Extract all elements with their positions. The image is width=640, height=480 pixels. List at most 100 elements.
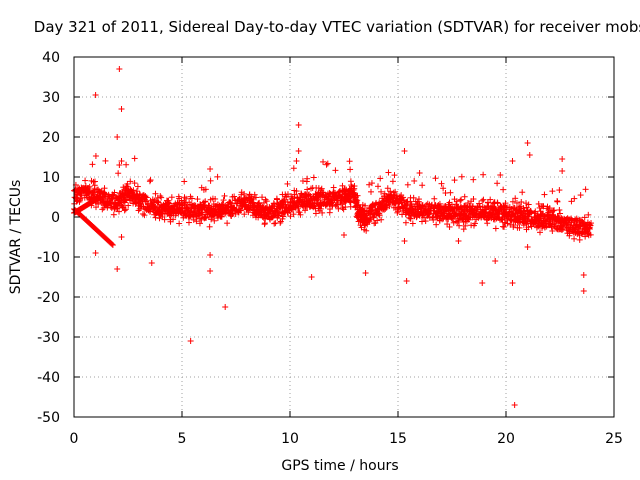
data-point (442, 190, 449, 196)
data-point (109, 242, 116, 248)
data-point (148, 260, 155, 266)
data-point (96, 194, 103, 200)
data-point (451, 177, 458, 184)
data-point (222, 304, 229, 310)
data-point (212, 195, 219, 202)
data-point (479, 197, 486, 204)
data-point (116, 208, 123, 215)
y-tick-label: 0 (51, 210, 60, 226)
data-point (158, 194, 165, 201)
data-point (460, 226, 467, 233)
data-point (470, 176, 477, 183)
data-point (207, 177, 214, 184)
data-point (118, 106, 125, 112)
data-point (497, 172, 504, 179)
data-point (433, 221, 440, 228)
data-point (147, 177, 154, 184)
data-point (502, 200, 509, 207)
data-point (319, 209, 326, 216)
data-point (512, 195, 519, 202)
data-point (342, 204, 349, 211)
points-layer (71, 66, 595, 408)
data-point (422, 218, 429, 225)
data-point (332, 167, 339, 174)
data-point (141, 212, 148, 219)
data-point (519, 189, 526, 196)
ticks-layer: 0 5 10 15 20 25 40 30 20 10 0 -10 -20 -30 -40 -50 (37, 50, 623, 447)
data-point (203, 214, 210, 221)
data-point (91, 189, 98, 196)
data-point (494, 180, 501, 187)
data-point (277, 219, 284, 226)
data-point (114, 134, 121, 140)
data-point (251, 191, 258, 198)
data-point (202, 186, 209, 193)
data-point (119, 203, 126, 210)
data-point (224, 220, 231, 227)
data-point (353, 193, 360, 200)
data-point (535, 222, 542, 229)
data-point (551, 207, 558, 214)
data-point (571, 195, 578, 202)
data-point (549, 188, 556, 195)
data-point (261, 220, 268, 227)
data-point (400, 194, 407, 201)
data-point (296, 209, 303, 216)
data-point (390, 192, 397, 199)
data-point (86, 183, 93, 190)
chart-title: Day 321 of 2011, Sidereal Day-to-day VTE… (34, 18, 640, 36)
data-point (461, 193, 468, 200)
data-point (207, 166, 214, 172)
data-point (577, 192, 584, 199)
data-point (470, 196, 477, 203)
data-point (293, 158, 300, 164)
data-point (421, 214, 428, 221)
data-point (585, 211, 592, 218)
data-point (385, 169, 392, 176)
data-point (464, 199, 471, 206)
y-tick-label: 20 (42, 130, 60, 146)
data-point (528, 223, 535, 230)
data-point (431, 195, 438, 202)
data-point (218, 213, 225, 220)
data-point (290, 211, 297, 218)
data-point (194, 196, 201, 203)
data-point (487, 196, 494, 203)
data-point (330, 184, 337, 191)
data-point (404, 181, 411, 188)
data-point (207, 268, 214, 274)
data-point (402, 219, 409, 226)
data-point (373, 199, 380, 206)
data-point (263, 198, 270, 205)
data-point (535, 200, 542, 207)
data-point (118, 158, 125, 164)
data-point (446, 223, 453, 230)
data-point (259, 194, 266, 201)
data-point (127, 178, 134, 185)
y-tick-label: 30 (42, 90, 60, 106)
data-point (588, 220, 595, 227)
data-point (483, 206, 490, 213)
data-point (462, 222, 469, 229)
data-point (524, 140, 531, 146)
data-point (455, 238, 462, 244)
data-point (524, 244, 531, 250)
data-point (110, 192, 117, 199)
data-point (161, 216, 168, 223)
data-point (95, 201, 102, 208)
data-point (376, 212, 383, 219)
data-point (131, 180, 138, 187)
data-point (113, 205, 120, 212)
data-point (523, 200, 530, 207)
data-point (93, 204, 100, 211)
data-point (220, 197, 227, 204)
data-point (91, 178, 98, 185)
data-point (324, 160, 331, 167)
data-point (134, 183, 141, 190)
data-point (580, 288, 587, 294)
data-point (554, 198, 561, 205)
data-point (479, 280, 486, 286)
data-point (122, 206, 129, 213)
data-point (456, 222, 463, 229)
